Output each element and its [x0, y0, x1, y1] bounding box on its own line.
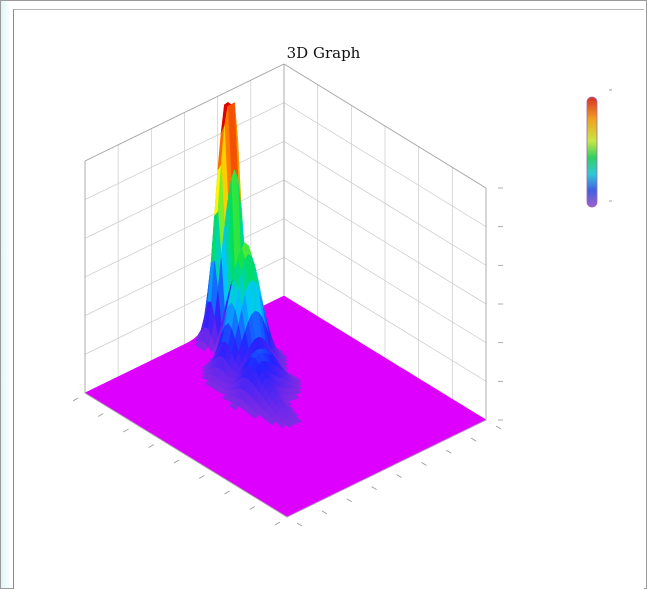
x-axis-tick — [225, 491, 230, 494]
x-axis-tick — [174, 460, 179, 463]
y-axis-tick — [372, 487, 377, 490]
x-axis-tick — [98, 414, 103, 417]
x-axis-tick — [275, 522, 280, 525]
x-axis-tick — [149, 445, 154, 448]
x-axis-tick — [250, 507, 255, 510]
y-axis-tick — [322, 511, 327, 514]
color-bar-gradient — [587, 97, 597, 207]
surface-mesh — [85, 103, 486, 518]
y-axis-tick — [496, 426, 501, 429]
y-axis-tick — [446, 450, 451, 453]
y-axis-tick — [421, 462, 426, 465]
color-bar — [587, 90, 612, 207]
y-axis-tick — [297, 523, 302, 526]
y-axis-tick — [397, 475, 402, 478]
y-axis-tick — [471, 438, 476, 441]
x-axis-tick — [73, 398, 78, 401]
y-axis-tick — [347, 499, 352, 502]
x-axis-tick — [124, 429, 129, 432]
x-axis-tick — [199, 476, 204, 479]
